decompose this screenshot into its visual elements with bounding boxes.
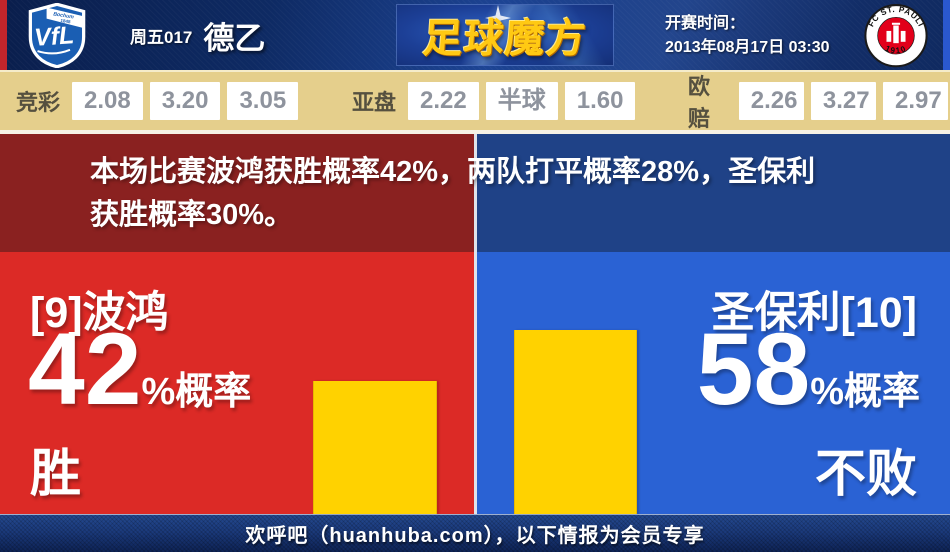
odds-value: 3.05 xyxy=(227,82,299,120)
away-outcome: 不败 xyxy=(814,445,917,502)
left-edge-accent xyxy=(0,0,7,70)
away-team-logo-icon: FC ST. PAULI 1910 xyxy=(864,4,928,68)
away-percent-suffix: %概率 xyxy=(810,371,920,413)
footer-site-notice: 欢呼吧（huanhuba.com），以下情报为会员专享 xyxy=(245,525,705,547)
odds-group-yapan: 亚盘 2.22 半球 1.60 xyxy=(352,72,642,130)
odds-value: 2.26 xyxy=(738,82,804,120)
center-divider xyxy=(474,252,477,514)
banner-away-background xyxy=(477,134,950,252)
odds-label-yapan: 亚盘 xyxy=(352,90,397,115)
summary-banner: 本场比赛波鸿获胜概率42%，两队打平概率28%，圣保利 获胜概率30%。 xyxy=(0,134,950,252)
site-brand-panel: 足球魔方 xyxy=(396,4,614,66)
odds-value: 半球 xyxy=(485,82,558,120)
header-bar: Bochum 1848 VfL 周五017 德乙 足球魔方 开赛时间： 2013… xyxy=(0,0,950,70)
away-percent-value: 58 xyxy=(696,312,811,426)
kickoff-label: 开赛时间： xyxy=(665,15,746,32)
svg-text:VfL: VfL xyxy=(33,22,75,52)
away-win-percent: 58%概率 xyxy=(697,318,920,420)
probability-summary: 本场比赛波鸿获胜概率42%，两队打平概率28%，圣保利 获胜概率30%。 xyxy=(90,151,815,237)
odds-value: 3.20 xyxy=(149,82,221,120)
light-streak-decor xyxy=(397,5,613,65)
kickoff-info: 开赛时间： 2013年08月17日 03:30 xyxy=(665,12,830,60)
svg-text:1910: 1910 xyxy=(884,44,908,56)
odds-bar: 竞彩 2.08 3.20 3.05 亚盘 2.22 半球 1.60 欧赔 2.2… xyxy=(0,70,950,131)
site-brand-logo: 足球魔方 xyxy=(421,17,589,61)
odds-value: 2.22 xyxy=(408,82,479,120)
right-edge-accent xyxy=(943,0,950,70)
home-percent-value: 42 xyxy=(28,312,142,426)
summary-line-1: 本场比赛波鸿获胜概率42%，两队打平概率28%，圣保利 xyxy=(90,156,816,188)
kickoff-datetime: 2013年08月17日 03:30 xyxy=(665,39,830,56)
footer-bar: 欢呼吧（huanhuba.com），以下情报为会员专享 xyxy=(0,514,950,552)
home-team-logo-icon: Bochum 1848 VfL xyxy=(28,3,86,68)
away-probability-bar xyxy=(514,330,637,514)
odds-label-oupei: 欧赔 xyxy=(688,74,711,131)
sparkle-icon xyxy=(485,5,511,31)
probability-panels: [9]波鸿 42%概率 胜 圣保利[10] 58%概率 不败 xyxy=(0,252,950,514)
svg-text:Bochum: Bochum xyxy=(53,11,75,20)
home-outcome: 胜 xyxy=(30,445,82,502)
home-percent-suffix: %概率 xyxy=(141,371,252,413)
match-number: 周五017 xyxy=(130,27,193,47)
odds-group-oupei: 欧赔 2.26 3.27 2.97 xyxy=(688,72,950,131)
odds-label-jingcai: 竞彩 xyxy=(16,90,61,115)
away-team-name: 圣保利[10] xyxy=(711,289,917,337)
center-divider xyxy=(474,134,477,252)
odds-value: 2.08 xyxy=(72,82,143,120)
summary-line-2: 获胜概率30%。 xyxy=(90,199,294,231)
svg-text:1848: 1848 xyxy=(60,18,71,25)
separator-line xyxy=(0,130,950,134)
odds-value: 3.27 xyxy=(810,82,877,120)
home-probability-bar xyxy=(313,381,437,514)
match-meta: 周五017 德乙 xyxy=(130,0,265,70)
odds-value: 2.97 xyxy=(883,82,949,120)
home-win-percent: 42%概率 xyxy=(28,318,251,420)
banner-home-background xyxy=(0,134,474,252)
home-team-name: [9]波鸿 xyxy=(30,289,169,337)
league-name: 德乙 xyxy=(203,20,266,56)
odds-group-jingcai: 竞彩 2.08 3.20 3.05 xyxy=(16,72,305,130)
odds-value: 1.60 xyxy=(564,82,636,120)
